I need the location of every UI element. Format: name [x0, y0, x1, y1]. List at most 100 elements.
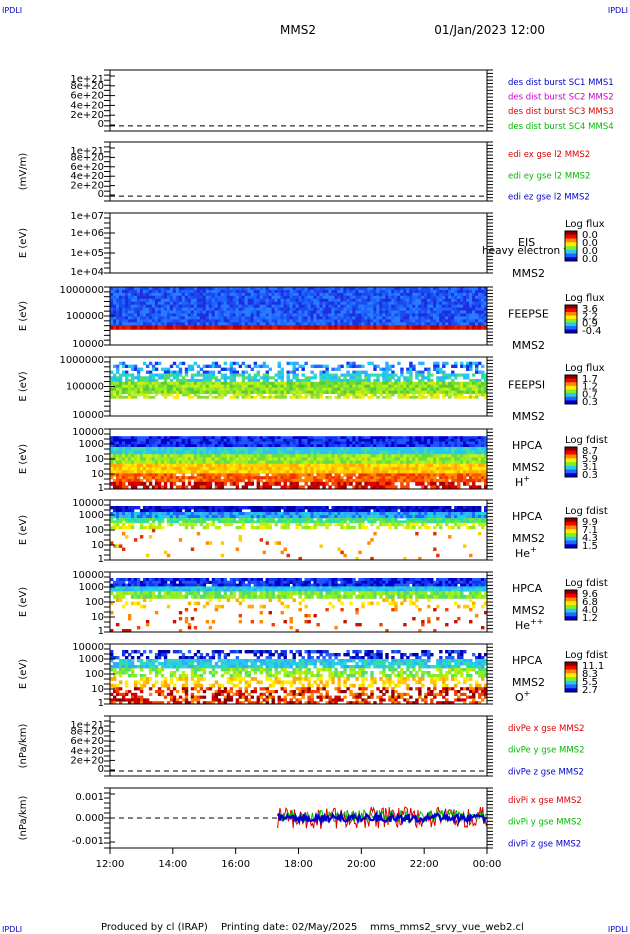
spectrogram-cell: [259, 390, 263, 394]
spectrogram-cell: [307, 287, 311, 291]
spectrogram-cell: [379, 393, 383, 397]
spectrogram-cell: [124, 376, 129, 380]
spectrogram-cell: [277, 364, 281, 369]
spectrogram-cell: [148, 316, 153, 320]
spectrogram-cell: [139, 376, 144, 380]
spectrogram-cell: [175, 313, 180, 317]
spectrogram-cell: [460, 322, 464, 326]
spectrogram-cell: [110, 325, 114, 330]
spectrogram-cell: [328, 325, 332, 330]
spectrogram-cell: [442, 376, 446, 380]
spectrogram-cell: [328, 295, 332, 300]
spectrogram-cell: [110, 310, 114, 314]
spectrogram-cell: [355, 316, 359, 320]
spectrogram-cell: [292, 373, 296, 377]
spectrogram-cell: [265, 304, 269, 309]
spectrogram-cell: [361, 298, 365, 303]
spectrogram-cell: [301, 384, 305, 389]
spectrogram-cell: [169, 289, 174, 294]
spectrogram-cell: [334, 289, 338, 294]
spectrogram-cell: [110, 304, 114, 309]
spectrogram-cell: [373, 307, 377, 311]
spectrogram-cell: [367, 438, 371, 442]
spectrogram-cell: [469, 379, 473, 383]
spectrogram-cell: [232, 454, 237, 458]
spectrogram-cell: [412, 454, 416, 458]
spectrogram-cell: [361, 316, 365, 320]
spectrogram-cell: [133, 470, 138, 474]
spectrogram-cell: [364, 370, 368, 374]
spectrogram-cell: [298, 304, 302, 309]
spectrogram-cell: [322, 364, 326, 369]
spectrogram-cell: [256, 454, 261, 458]
spectrogram-cell: [310, 298, 314, 303]
spectrogram-cell: [235, 325, 240, 330]
spectrogram-cell: [259, 364, 263, 369]
spectrogram-cell: [205, 289, 210, 294]
spectrogram-cell: [421, 454, 425, 458]
spectrogram-cell: [301, 307, 305, 311]
spectrogram-cell: [400, 395, 404, 399]
spectrogram-cell: [445, 310, 449, 314]
spectrogram-cell: [391, 457, 395, 461]
spectrogram-cell: [340, 316, 344, 320]
spectrogram-cell: [136, 287, 141, 291]
spectrogram-cell: [110, 473, 114, 477]
spectrogram-cell: [337, 384, 341, 389]
spectrogram-cell: [400, 322, 404, 326]
spectrogram-cell: [250, 395, 255, 399]
spectrogram-cell: [445, 373, 449, 377]
spectrogram-cell: [313, 436, 317, 440]
spectrogram-cell: [157, 289, 162, 294]
spectrogram-cell: [466, 463, 470, 468]
spectrogram-cell: [115, 476, 120, 480]
spectrogram-cell: [250, 476, 255, 480]
spectrogram-cell: [433, 447, 437, 451]
spectrogram-cell: [148, 387, 153, 392]
spectrogram-cell: [352, 287, 356, 291]
spectrogram-cell: [118, 473, 123, 477]
spectrogram-cell: [163, 460, 168, 465]
spectrogram-cell: [196, 319, 201, 323]
colorbar-tick-label: 0.0: [582, 238, 598, 249]
spectrogram-cell: [169, 295, 174, 300]
spectrogram-cell: [166, 450, 171, 455]
spectrogram-cell: [157, 473, 162, 477]
spectrogram-cell: [481, 454, 485, 458]
spectrogram-cell: [337, 307, 341, 311]
spectrogram-cell: [262, 287, 266, 291]
spectrogram-cell: [385, 289, 389, 294]
spectrogram-cell: [121, 295, 126, 300]
spectrogram-cell: [283, 444, 287, 448]
spectrogram-cell: [235, 304, 240, 309]
spectrogram-cell: [295, 463, 299, 468]
spectrogram-cell: [259, 454, 263, 458]
spectrogram-cell: [310, 395, 314, 399]
spectrogram-cell: [409, 313, 413, 317]
spectrogram-cell: [121, 450, 126, 455]
spectrogram-cell: [274, 467, 278, 471]
spectrogram-cell: [475, 470, 479, 474]
spectrogram-cell: [364, 295, 368, 300]
spectrogram-cell: [247, 304, 252, 309]
spectrogram-cell: [310, 463, 314, 468]
colorbar-frame: [564, 304, 578, 334]
spectrogram-cell: [406, 447, 410, 451]
spectrogram-cell: [439, 467, 443, 471]
spectrogram-cell: [163, 470, 168, 474]
spectrogram-cell: [229, 373, 234, 377]
spectrogram-cell: [142, 287, 147, 291]
spectrogram-cell: [259, 457, 263, 461]
spectrogram-cell: [295, 376, 299, 380]
spectrogram-cell: [436, 467, 440, 471]
spectrogram-cell: [163, 370, 168, 374]
spectrogram-cell: [110, 289, 114, 294]
spectrogram-cell: [349, 460, 353, 465]
spectrogram-cell: [280, 470, 284, 474]
spectrogram-cell: [448, 457, 452, 461]
spectrogram-cell: [280, 463, 284, 468]
spectrogram-cell: [196, 438, 201, 442]
spectrogram-cell: [484, 298, 488, 303]
spectrogram-cell: [346, 441, 350, 445]
